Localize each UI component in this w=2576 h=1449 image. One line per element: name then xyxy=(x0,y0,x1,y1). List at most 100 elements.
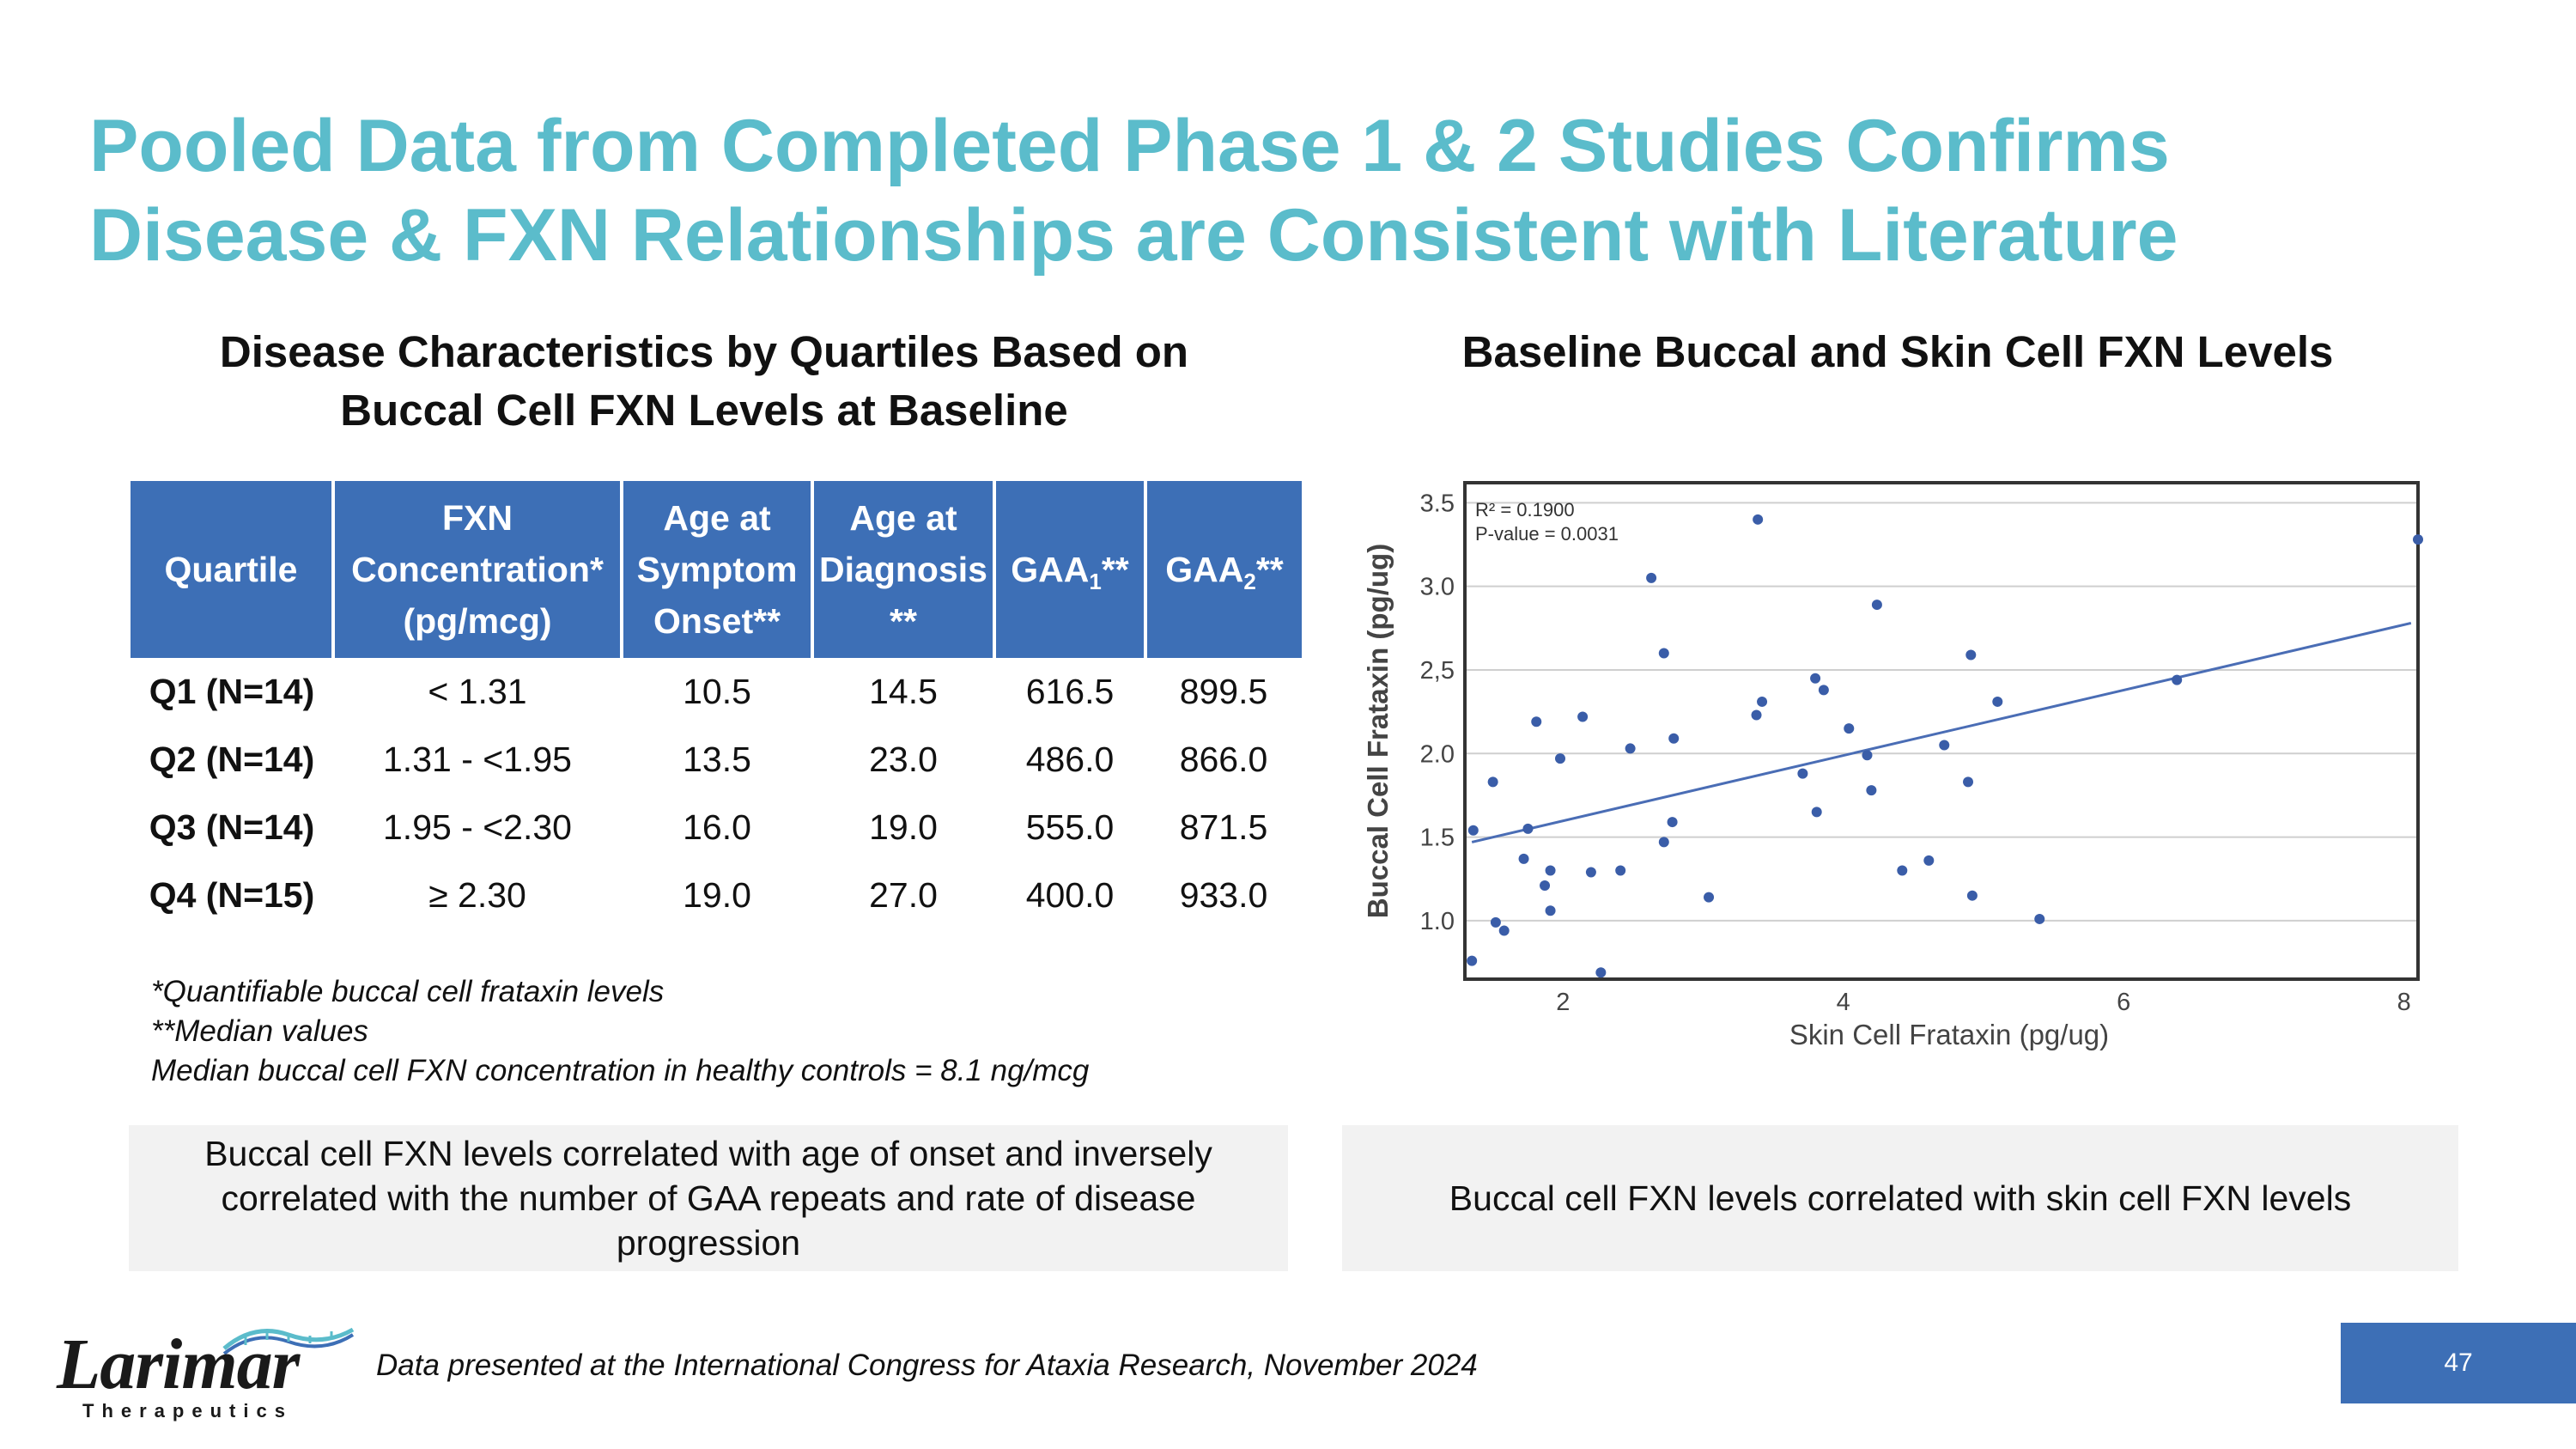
chart-section-title: Baseline Buccal and Skin Cell FXN Levels xyxy=(1461,327,2334,376)
header-onset-line: Age at xyxy=(663,498,771,538)
data-point xyxy=(1939,740,1950,751)
table-row: Q1 (N=14) < 1.31 10.5 14.5 616.5 899.5 xyxy=(131,658,1302,726)
y-tick-label: 3.0 xyxy=(1420,574,1455,601)
table-row: Q3 (N=14) 1.95 - <2.30 16.0 19.0 555.0 8… xyxy=(131,794,1302,861)
data-point xyxy=(1531,716,1542,728)
header-diagnosis: Age at Diagnosis ** xyxy=(812,481,996,658)
data-point xyxy=(1577,711,1589,722)
quartile-table: Quartile FXN Concentration* (pg/mcg) Age… xyxy=(131,481,1302,929)
data-points xyxy=(1467,514,2423,978)
annotation-r2: R² = 0.1900 xyxy=(1475,499,1575,521)
data-point xyxy=(1498,925,1510,936)
data-point xyxy=(1866,785,1877,796)
slide-title: Pooled Data from Completed Phase 1 & 2 S… xyxy=(89,101,2408,280)
data-point xyxy=(1545,865,1556,876)
cell-gaa2: 899.5 xyxy=(1179,672,1268,711)
data-point xyxy=(1757,696,1768,707)
cell-onset: 10.5 xyxy=(683,672,751,711)
data-point xyxy=(1797,768,1808,779)
data-point xyxy=(1668,733,1680,744)
y-tick-label: 1.5 xyxy=(1420,825,1455,852)
x-tick-labels: 2 4 6 8 xyxy=(1556,989,2411,1016)
header-fxn-line: (pg/mcg) xyxy=(403,601,552,641)
data-point xyxy=(1897,865,1908,876)
x-tick-label: 6 xyxy=(2117,989,2130,1016)
logo-subtitle: Therapeutics xyxy=(82,1400,293,1422)
data-point xyxy=(1818,685,1829,696)
cell-diagnosis: 23.0 xyxy=(869,740,938,779)
data-point xyxy=(1518,853,1529,864)
fxn-scatter-chart: 1.0 1.5 2.0 2,5 3.0 3.5 2 4 6 8 R² = 0.1900 P-va… xyxy=(1362,481,2423,1050)
gaa1-base: GAA xyxy=(1011,550,1090,589)
chart-gridlines xyxy=(1465,502,2418,922)
footnote: **Median values xyxy=(151,1014,368,1048)
data-point xyxy=(1467,955,1478,966)
header-onset-line: Symptom xyxy=(636,550,798,589)
header-diagnosis-line: Diagnosis xyxy=(819,550,987,589)
header-diagnosis-line: Age at xyxy=(849,498,957,538)
data-point xyxy=(1615,865,1626,876)
data-point xyxy=(1667,817,1678,828)
x-tick-label: 2 xyxy=(1556,989,1570,1016)
header-gaa2: GAA2** xyxy=(1145,481,1302,658)
gaa2-sub: 2 xyxy=(1243,569,1256,595)
table-title-line-2: Buccal Cell FXN Levels at Baseline xyxy=(340,386,1068,435)
y-tick-label: 2,5 xyxy=(1420,657,1455,685)
cell-quartile: Q1 (N=14) xyxy=(149,672,315,711)
cell-quartile: Q3 (N=14) xyxy=(149,807,315,847)
cell-gaa1: 486.0 xyxy=(1025,740,1115,779)
x-tick-label: 4 xyxy=(1837,989,1850,1016)
table-takeaway-callout: Buccal cell FXN levels correlated with a… xyxy=(129,1125,1288,1271)
logo-helix-mark xyxy=(222,1327,355,1355)
cell-gaa1: 555.0 xyxy=(1025,807,1115,847)
data-point xyxy=(2034,913,2045,924)
x-axis-label: Skin Cell Frataxin (pg/ug) xyxy=(1789,1019,2109,1050)
data-point xyxy=(1810,673,1821,684)
footnote: Median buccal cell FXN concentration in … xyxy=(151,1054,1090,1087)
gaa1-sub: 1 xyxy=(1089,569,1102,595)
header-gaa1: GAA1** xyxy=(994,481,1147,658)
data-point xyxy=(1751,709,1762,721)
cell-diagnosis: 14.5 xyxy=(869,672,938,711)
cell-onset: 13.5 xyxy=(683,740,751,779)
logo-wordmark: Larimar xyxy=(57,1324,300,1404)
cell-diagnosis: 19.0 xyxy=(869,807,938,847)
data-point xyxy=(1923,855,1935,866)
table-takeaway-text: Buccal cell FXN levels correlated with a… xyxy=(204,1134,1212,1263)
page-number-box: 47 xyxy=(2341,1323,2576,1403)
cell-gaa2: 866.0 xyxy=(1179,740,1268,779)
chart-takeaway-callout: Buccal cell FXN levels correlated with s… xyxy=(1342,1125,2458,1271)
annotation-pvalue: P-value = 0.0031 xyxy=(1475,523,1619,545)
chart-takeaway-text: Buccal cell FXN levels correlated with s… xyxy=(1449,1178,2352,1218)
data-point xyxy=(1658,837,1669,848)
data-point xyxy=(1545,905,1556,916)
plot-frame xyxy=(1463,481,2420,981)
table-row: Q4 (N=15) ≥ 2.30 19.0 27.0 400.0 933.0 xyxy=(131,861,1302,929)
cell-onset: 16.0 xyxy=(683,807,751,847)
gaa2-suffix: ** xyxy=(1255,550,1284,589)
y-tick-label: 1.0 xyxy=(1420,908,1455,935)
cell-quartile: Q4 (N=15) xyxy=(149,875,315,915)
data-point xyxy=(1992,696,2003,707)
y-tick-label: 2.0 xyxy=(1420,740,1455,768)
cell-fxn: ≥ 2.30 xyxy=(428,875,526,915)
y-axis-label: Buccal Cell Frataxin (pg/ug) xyxy=(1362,544,1394,918)
data-point xyxy=(1658,648,1669,659)
data-point xyxy=(2413,534,2423,545)
page-number: 47 xyxy=(2444,1349,2473,1377)
larimar-logo: Larimar Therapeutics xyxy=(57,1323,355,1426)
data-point xyxy=(1753,514,1764,525)
cell-fxn: < 1.31 xyxy=(428,672,527,711)
data-point xyxy=(1966,890,1978,901)
trendline xyxy=(1471,622,2412,843)
data-point xyxy=(1595,967,1607,978)
data-point xyxy=(1490,916,1501,928)
source-citation: Data presented at the International Cong… xyxy=(376,1349,1478,1382)
table-row: Q2 (N=14) 1.31 - <1.95 13.5 23.0 486.0 8… xyxy=(131,726,1302,794)
footnote: *Quantifiable buccal cell frataxin level… xyxy=(151,975,665,1008)
header-diagnosis-line: ** xyxy=(890,601,917,641)
cell-quartile: Q2 (N=14) xyxy=(149,740,315,779)
slide-title-line-1: Pooled Data from Completed Phase 1 & 2 S… xyxy=(89,105,2170,187)
y-tick-label: 3.5 xyxy=(1420,490,1455,517)
data-point xyxy=(1467,825,1479,836)
